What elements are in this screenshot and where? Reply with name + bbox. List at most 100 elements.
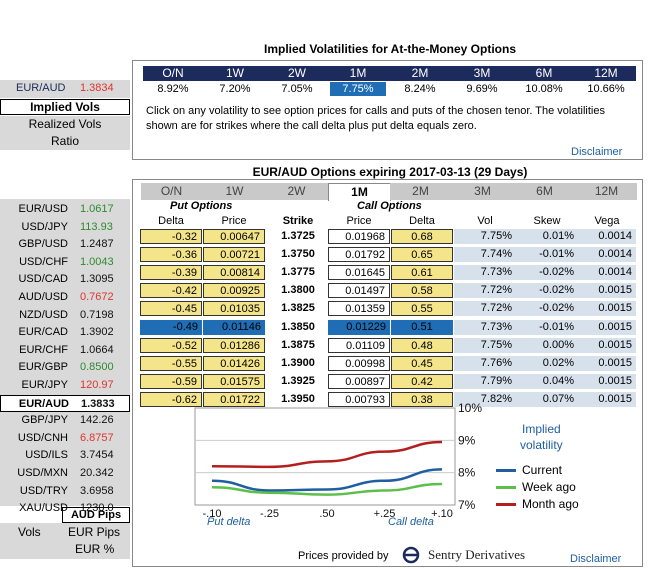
call-delta-cell[interactable]: 0.38 [391, 391, 453, 407]
tenor-vol-2w[interactable]: 7.05% [281, 83, 313, 95]
put-delta-cell[interactable]: -0.49 [140, 319, 202, 335]
pair-row-usd-try[interactable]: USD/TRY 3.6958 [0, 483, 130, 500]
call-delta-cell[interactable]: 0.55 [391, 301, 453, 317]
pair-rate: 1.3095 [80, 273, 114, 286]
put-price-cell[interactable]: 0.01146 [203, 319, 265, 335]
pair-row-eur-aud[interactable]: EUR/AUD 1.3833 [0, 394, 130, 412]
sidebar-pair-row[interactable]: EUR/AUD 1.3834 [0, 80, 130, 98]
pair-row-eur-gbp[interactable]: EUR/GBP 0.8500 [0, 359, 130, 376]
pair-row-gbp-jpy[interactable]: GBP/JPY 142.26 [0, 412, 130, 429]
pair-row-usd-ils[interactable]: USD/ILS 3.7454 [0, 447, 130, 464]
tab-1m[interactable]: 1M [328, 183, 391, 201]
put-delta-cell[interactable]: -0.45 [140, 301, 202, 317]
eur-pct-option[interactable]: EUR % [75, 542, 115, 556]
tab-2m[interactable]: 2M [390, 183, 451, 200]
tab-2w[interactable]: 2W [266, 183, 327, 200]
put-delta-cell[interactable]: -0.42 [140, 283, 202, 299]
tenor-header-6m[interactable]: 6M [514, 66, 574, 81]
call-price-cell[interactable]: 0.01792 [328, 247, 390, 263]
call-delta-cell[interactable]: 0.42 [391, 373, 453, 389]
put-price-cell[interactable]: 0.01575 [203, 373, 265, 389]
pair-name: USD/JPY [21, 220, 68, 233]
pair-row-usd-chf[interactable]: USD/CHF 1.0043 [0, 254, 130, 271]
call-price-cell[interactable]: 0.01359 [328, 301, 390, 317]
y-tick-label: 8% [458, 466, 476, 480]
vol-smile-chart: 10% 9% 8% 7% -.10 -.25 .50 +.25 +.10 [194, 401, 482, 520]
put-delta-cell[interactable]: -0.39 [140, 265, 202, 281]
pair-name: EUR/AUD [18, 397, 69, 410]
put-price-cell[interactable]: 0.00925 [203, 283, 265, 299]
strike-cell: 1.3900 [281, 356, 315, 369]
put-delta-cell[interactable]: -0.36 [140, 247, 202, 263]
pair-row-aud-usd[interactable]: AUD/USD 0.7672 [0, 289, 130, 306]
pair-row-eur-usd[interactable]: EUR/USD 1.0617 [0, 201, 130, 218]
tab-3m[interactable]: 3M [452, 183, 513, 200]
call-price-cell[interactable]: 0.01497 [328, 283, 390, 299]
series-line-current [211, 468, 443, 492]
call-delta-cell[interactable]: 0.58 [391, 283, 453, 299]
put-price-cell[interactable]: 0.00647 [203, 229, 265, 244]
tenor-vol-6m[interactable]: 10.08% [525, 83, 563, 95]
pair-row-gbp-usd[interactable]: GBP/USD 1.2487 [0, 236, 130, 253]
put-price-cell[interactable]: 0.00814 [203, 265, 265, 281]
call-price-cell[interactable]: 0.01968 [328, 229, 390, 244]
legend-swatch [496, 486, 516, 489]
tenor-header-1m[interactable]: 1M [328, 66, 388, 81]
tab-on[interactable]: O/N [141, 183, 202, 200]
tab-12m[interactable]: 12M [576, 183, 637, 200]
call-delta-cell[interactable]: 0.68 [391, 229, 453, 244]
tenor-header-12m[interactable]: 12M [576, 66, 636, 81]
put-delta-cell[interactable]: -0.32 [140, 229, 202, 244]
put-price-cell[interactable]: 0.00721 [203, 247, 265, 263]
call-delta-cell[interactable]: 0.51 [391, 319, 453, 335]
call-price-cell[interactable]: 0.00793 [328, 391, 390, 407]
pair-row-usd-mxn[interactable]: USD/MXN 20.342 [0, 465, 130, 482]
pair-row-eur-cad[interactable]: EUR/CAD 1.3902 [0, 324, 130, 341]
pair-row-usd-jpy[interactable]: USD/JPY 113.93 [0, 219, 130, 236]
put-price-cell[interactable]: 0.01035 [203, 301, 265, 317]
call-price-cell[interactable]: 0.01229 [328, 319, 390, 335]
call-price-cell[interactable]: 0.00998 [328, 355, 390, 371]
tenor-vol-on[interactable]: 8.92% [157, 83, 189, 95]
pair-row-nzd-usd[interactable]: NZD/USD 0.7198 [0, 307, 130, 324]
tenor-vol-1m[interactable]: 7.75% [330, 82, 386, 96]
atm-disclaimer-link[interactable]: Disclaimer [571, 146, 623, 158]
tenor-header-on[interactable]: O/N [143, 66, 203, 81]
menu-realized-vols[interactable]: Realized Vols [0, 116, 130, 133]
tenor-vol-3m[interactable]: 9.69% [466, 83, 498, 95]
put-price-cell[interactable]: 0.01722 [203, 391, 265, 407]
call-price-cell[interactable]: 0.00897 [328, 373, 390, 389]
pips-label[interactable]: AUD Pips [62, 507, 130, 523]
put-price-cell[interactable]: 0.01286 [203, 337, 265, 353]
tenor-vol-1w[interactable]: 7.20% [219, 83, 251, 95]
tenor-vol-12m[interactable]: 10.66% [587, 83, 625, 95]
tenor-header-2m[interactable]: 2M [390, 66, 450, 81]
call-delta-cell[interactable]: 0.65 [391, 247, 453, 263]
tenor-vol-2m[interactable]: 8.24% [404, 83, 436, 95]
call-price-cell[interactable]: 0.01109 [328, 337, 390, 353]
call-delta-cell[interactable]: 0.45 [391, 355, 453, 371]
pair-row-eur-jpy[interactable]: EUR/JPY 120.97 [0, 377, 130, 394]
tenor-header-2w[interactable]: 2W [267, 66, 327, 81]
tenor-header-1w[interactable]: 1W [205, 66, 265, 81]
menu-implied-vols[interactable]: Implied Vols [0, 99, 130, 115]
call-delta-cell[interactable]: 0.61 [391, 265, 453, 281]
call-delta-cell[interactable]: 0.48 [391, 337, 453, 353]
pair-row-eur-chf[interactable]: EUR/CHF 1.0664 [0, 342, 130, 359]
pair-row-usd-cnh[interactable]: USD/CNH 6.8757 [0, 430, 130, 447]
put-delta-cell[interactable]: -0.59 [140, 373, 202, 389]
tenor-header-3m[interactable]: 3M [452, 66, 512, 81]
put-price-cell[interactable]: 0.01426 [203, 355, 265, 371]
put-delta-cell[interactable]: -0.55 [140, 355, 202, 371]
eur-pips-option[interactable]: EUR Pips [68, 525, 121, 539]
tab-1w[interactable]: 1W [204, 183, 265, 200]
tab-6m[interactable]: 6M [514, 183, 575, 200]
put-delta-cell[interactable]: -0.52 [140, 337, 202, 353]
call-price-cell[interactable]: 0.01645 [328, 265, 390, 281]
put-delta-cell[interactable]: -0.62 [140, 391, 202, 407]
sentry-company: Sentry Derivatives [428, 547, 526, 562]
menu-ratio[interactable]: Ratio [0, 133, 130, 150]
pair-row-xau-usd[interactable]: XAU/USD 1230.0 [0, 500, 130, 517]
pair-row-usd-cad[interactable]: USD/CAD 1.3095 [0, 271, 130, 288]
footer-disclaimer-link[interactable]: Disclaimer [570, 553, 622, 565]
